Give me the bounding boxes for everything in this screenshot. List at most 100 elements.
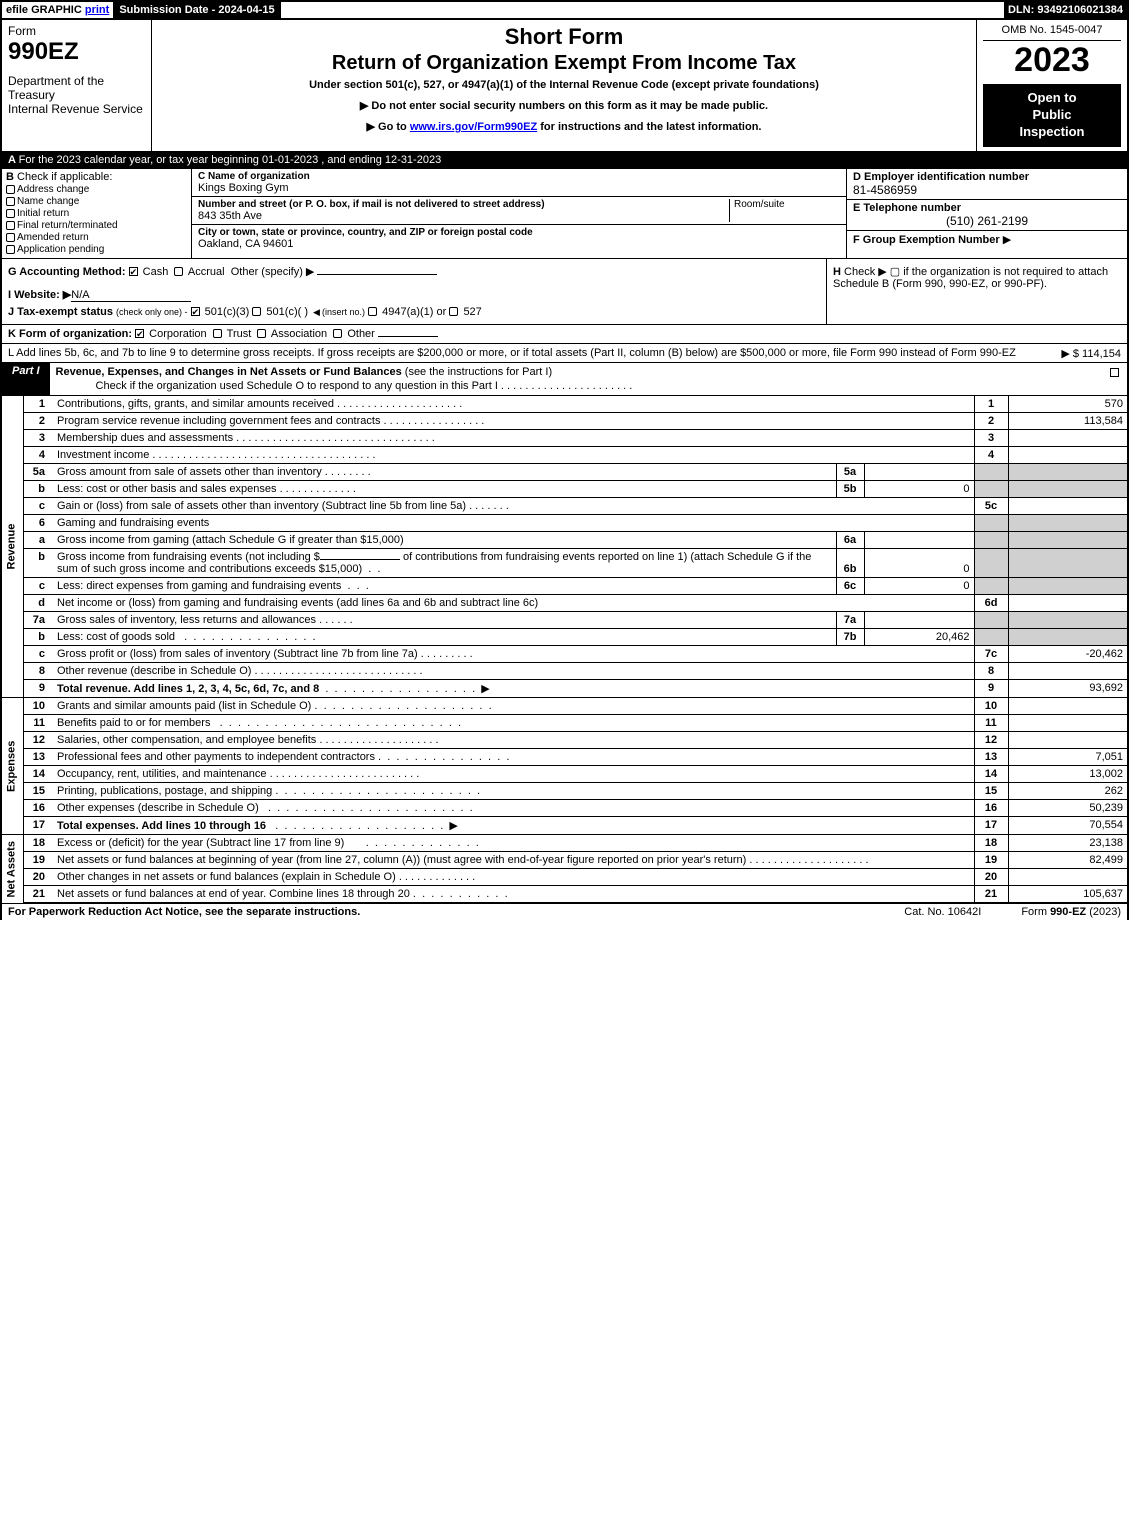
ln20-no: 20 [23,869,53,886]
chk-accrual[interactable] [174,267,183,276]
footer-mid: Cat. No. 10642I [904,906,981,918]
website-input[interactable]: N/A [71,289,191,302]
netassets-label: Net Assets [1,835,23,904]
i-label: I Website: ▶ [8,289,71,301]
footer-left: For Paperwork Reduction Act Notice, see … [8,906,360,918]
ln10-val [1008,698,1128,715]
omb-number: OMB No. 1545-0047 [983,24,1121,41]
chk-name-change[interactable]: Name change [6,196,187,207]
ln7a-col-shade [974,612,1008,629]
chk-other-org[interactable] [333,329,342,338]
ln12-val [1008,732,1128,749]
ln5a-val-shade [1008,464,1128,481]
ln13-no: 13 [23,749,53,766]
ln12-desc: Salaries, other compensation, and employ… [53,732,974,749]
k-o2: Trust [227,328,252,340]
section-a-text: For the 2023 calendar year, or tax year … [19,154,442,166]
ln15-no: 15 [23,783,53,800]
ln16-no: 16 [23,800,53,817]
ln11-no: 11 [23,715,53,732]
ln6b-amount-input[interactable] [320,559,400,560]
footer-right-bold: 990-EZ [1050,906,1086,918]
efile-button[interactable]: efile GRAPHIC print [2,2,115,18]
ln12-no: 12 [23,732,53,749]
chk-4947[interactable] [368,307,377,316]
ln8-desc: Other revenue (describe in Schedule O) .… [53,663,974,680]
part1-title-note: (see the instructions for Part I) [405,366,552,378]
ln21-desc: Net assets or fund balances at end of ye… [53,886,974,904]
ln7c-desc: Gross profit or (loss) from sales of inv… [53,646,974,663]
j-o2: 501(c)( ) [266,306,308,318]
b-letter: B [6,171,14,183]
phone: (510) 261-2199 [853,214,1121,228]
g-other-input[interactable] [317,274,437,275]
title-main: Return of Organization Exempt From Incom… [158,52,970,75]
row-gh: G Accounting Method: Cash Accrual Other … [0,259,1129,325]
c-name-hdr: C Name of organization [198,171,840,182]
chk-application-pending[interactable]: Application pending [6,244,187,255]
print-link[interactable]: print [85,4,109,16]
ln12-col: 12 [974,732,1008,749]
submission-date: Submission Date - 2024-04-15 [115,2,280,18]
ln19-col: 19 [974,852,1008,869]
form-label: Form [8,24,145,38]
k-o4: Other [347,328,375,340]
ln7c-no: c [23,646,53,663]
ln21-no: 21 [23,886,53,904]
ln5c-col: 5c [974,498,1008,515]
chk-final-return[interactable]: Final return/terminated [6,220,187,231]
chk-association[interactable] [257,329,266,338]
ln19-val: 82,499 [1008,852,1128,869]
open-line1: Open to [987,90,1117,107]
e-hdr: E Telephone number [853,202,961,214]
ln17-val: 70,554 [1008,817,1128,835]
note-url-pre: ▶ Go to [367,121,410,133]
ln19-no: 19 [23,852,53,869]
section-b: B Check if applicable: Address change Na… [2,169,192,258]
l-amount: ▶ $ 114,154 [1061,347,1121,360]
j-o4: 527 [463,306,481,318]
expenses-label: Expenses [1,698,23,835]
g-cash: Cash [143,266,169,278]
k-other-input[interactable] [378,336,438,337]
ln6b-no: b [23,549,53,578]
ln19-desc: Net assets or fund balances at beginning… [53,852,974,869]
h-label: H [833,266,841,278]
ln11-col: 11 [974,715,1008,732]
ln10-col: 10 [974,698,1008,715]
lines-table: Revenue 1 Contributions, gifts, grants, … [0,396,1129,904]
ln18-val: 23,138 [1008,835,1128,852]
chk-initial-return[interactable]: Initial return [6,208,187,219]
header-mid: Short Form Return of Organization Exempt… [152,20,977,151]
ln6b-desc: Gross income from fundraising events (no… [53,549,836,578]
top-bar: efile GRAPHIC print Submission Date - 20… [0,0,1129,20]
irs-link[interactable]: www.irs.gov/Form990EZ [410,121,537,133]
chk-address-change[interactable]: Address change [6,184,187,195]
chk-trust[interactable] [213,329,222,338]
ln3-desc: Membership dues and assessments . . . . … [53,430,974,447]
ln17-no: 17 [23,817,53,835]
ln7b-subval: 20,462 [864,629,974,646]
ln13-col: 13 [974,749,1008,766]
ln6b-sub: 6b [836,549,864,578]
ln5a-col-shade [974,464,1008,481]
ln15-col: 15 [974,783,1008,800]
note-ssn: ▶ Do not enter social security numbers o… [158,99,970,112]
k-o3: Association [271,328,327,340]
dln: DLN: 93492106021384 [1004,2,1127,18]
chk-cash[interactable] [129,267,138,276]
chk-amended-return[interactable]: Amended return [6,232,187,243]
ln5b-desc: Less: cost or other basis and sales expe… [53,481,836,498]
section-g: G Accounting Method: Cash Accrual Other … [2,259,827,324]
chk-schedule-o[interactable] [1110,368,1119,377]
chk-501c[interactable] [252,307,261,316]
ln10-desc: Grants and similar amounts paid (list in… [53,698,974,715]
chk-501c3[interactable] [191,307,200,316]
form-number: 990EZ [8,38,145,66]
ln9-no: 9 [23,680,53,698]
chk-corporation[interactable] [135,329,144,338]
g-label: G Accounting Method: [8,266,126,278]
ln6c-subval: 0 [864,578,974,595]
efile-label: efile GRAPHIC [6,4,82,16]
chk-527[interactable] [449,307,458,316]
